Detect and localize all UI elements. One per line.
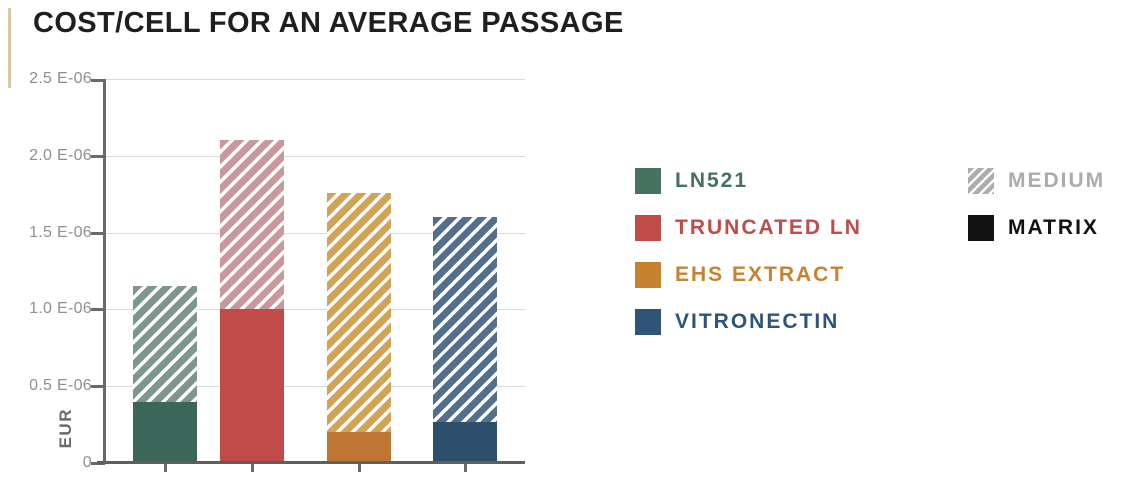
y-axis-tick-label: 2.0 E-06	[29, 146, 92, 164]
x-axis-tick	[464, 463, 467, 472]
legend-label: TRUNCATED LN	[675, 216, 862, 239]
bar-matrix-segment	[220, 309, 284, 463]
plot-area	[91, 79, 525, 472]
x-axis-tick	[251, 463, 254, 472]
gridline	[105, 79, 525, 80]
legend-swatch	[635, 309, 661, 335]
y-axis-tick-labels: 2.5 E-06 2.0 E-06 1.5 E-06 1.0 E-06 0.5 E-06…	[0, 70, 92, 471]
bar-matrix-segment	[133, 401, 197, 463]
decorative-accent-line	[8, 8, 11, 88]
legend-item: EHS EXTRACT	[635, 262, 862, 288]
legend-label: LN521	[675, 169, 749, 192]
bar-medium-segment	[220, 140, 284, 310]
bar-ln521	[133, 286, 197, 463]
bar-truncated-ln	[220, 140, 284, 463]
y-axis-line	[103, 79, 106, 463]
y-axis-tick	[91, 79, 105, 82]
gridline	[105, 309, 525, 311]
bar-medium-segment	[133, 286, 197, 402]
legend-item: VITRONECTIN	[635, 309, 862, 335]
bar-medium-segment	[327, 192, 391, 433]
x-axis-line	[97, 461, 525, 464]
bar-matrix-segment	[327, 432, 391, 463]
legend-swatch	[968, 215, 994, 241]
legend-swatch	[635, 215, 661, 241]
legend-swatch	[635, 262, 661, 288]
legend-categories: LN521 TRUNCATED LN EHS EXTRACT VITRONECTIN	[635, 168, 862, 356]
y-axis-tick	[91, 154, 105, 158]
y-axis-tick	[91, 308, 105, 312]
legend-item: MEDIUM	[968, 168, 1105, 194]
bar-matrix-segment	[433, 421, 497, 463]
y-axis-tick-label: 0.5 E-06	[29, 377, 92, 395]
chart-title: COST/CELL FOR AN AVERAGE PASSAGE	[33, 7, 624, 39]
legend-item: MATRIX	[968, 215, 1105, 241]
y-axis-tick-label: 1.5 E-06	[29, 223, 92, 241]
x-axis-tick	[358, 463, 361, 472]
bar-medium-segment	[433, 217, 497, 422]
gridline	[105, 386, 525, 388]
gridline	[105, 232, 525, 234]
y-axis-tick-label: 1.0 E-06	[29, 300, 92, 318]
legend-label: MATRIX	[1008, 216, 1099, 239]
legend-swatch	[968, 168, 994, 194]
legend-swatch	[635, 168, 661, 194]
legend-label: MEDIUM	[1008, 169, 1106, 192]
legend-label: VITRONECTIN	[675, 310, 840, 333]
bar-ehs-extract	[327, 192, 391, 463]
legend-item: LN521	[635, 168, 862, 194]
y-axis-unit-label: EUR	[56, 408, 75, 449]
legend-item: TRUNCATED LN	[635, 215, 862, 241]
bar-vitronectin	[433, 217, 497, 463]
gridline	[105, 155, 525, 157]
y-axis-tick	[91, 385, 105, 389]
legend-components: MEDIUM MATRIX	[968, 168, 1105, 262]
y-axis-tick-label: 2.5 E-06	[29, 70, 92, 87]
legend-label: EHS EXTRACT	[675, 263, 846, 286]
y-axis-tick-label: 0	[82, 454, 92, 471]
y-axis-tick	[91, 231, 105, 235]
x-axis-tick	[164, 463, 167, 472]
